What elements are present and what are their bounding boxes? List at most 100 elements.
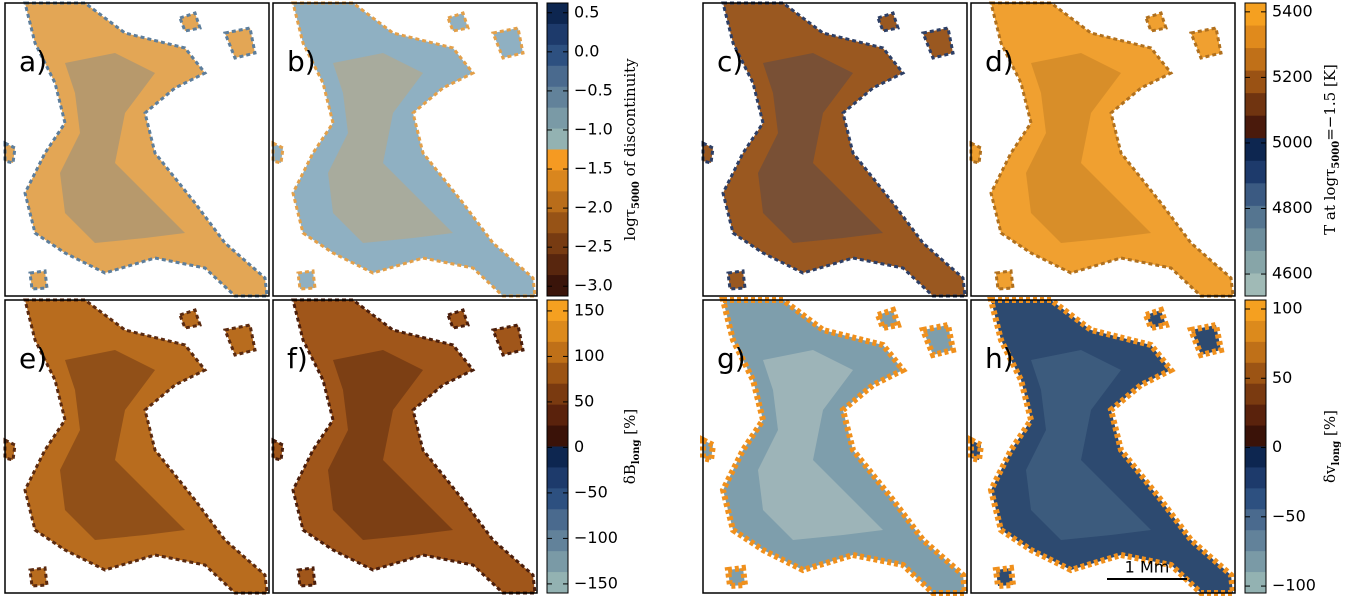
colorbar-tick-label: 0.5 <box>574 2 599 21</box>
colorbar-step <box>1245 488 1266 510</box>
colorbar-step <box>547 233 568 255</box>
colorbar-step <box>1245 320 1266 343</box>
colorbar-tick-label: 4800 <box>1272 198 1313 217</box>
colorbar-label-rest: of discontinuity <box>621 58 639 181</box>
colorbar: 150 100 50 0 −50 −100 −150 δBlong [%] <box>546 299 642 594</box>
colorbar-step <box>547 254 568 276</box>
colorbar-step <box>547 551 568 573</box>
colorbar-step <box>1245 25 1266 49</box>
colorbar-step <box>547 383 568 406</box>
panel: f) <box>271 298 538 595</box>
colorbar-step <box>1245 300 1266 322</box>
colorbar-step <box>1245 70 1266 94</box>
colorbar-step <box>547 488 568 510</box>
panel-label: d) <box>985 45 1014 78</box>
colorbar-label-main: δB <box>621 464 639 484</box>
colorbar-tick-label: 100 <box>574 346 605 365</box>
panel-label: a) <box>19 45 47 78</box>
colorbar-step <box>547 362 568 385</box>
colorbar-label: T at logτ5000=−1.5 [K] <box>1321 64 1342 235</box>
colorbar-step <box>547 149 568 171</box>
colorbar-step <box>547 86 568 109</box>
colorbar-step <box>1245 93 1266 117</box>
colorbar-step <box>547 3 568 25</box>
panel: e) <box>3 298 270 595</box>
colorbar-step <box>1245 383 1266 406</box>
colorbar-label-rest: [%] <box>621 409 639 440</box>
colorbar-tick-label: −2.5 <box>574 237 613 256</box>
colorbar-tick-label: 100 <box>1272 299 1303 318</box>
panel: b) <box>271 1 538 298</box>
panel: a) <box>3 1 270 298</box>
panel-frame <box>4 2 270 297</box>
colorbar-tick-label: 0 <box>574 437 584 456</box>
scale-bar-label: 1 Mm <box>1125 558 1170 577</box>
colorbar-tick-label: 4600 <box>1272 264 1313 283</box>
panel-label: b) <box>287 45 316 78</box>
colorbar-step <box>547 404 568 427</box>
colorbar-step <box>547 341 568 364</box>
colorbar-tick-label: −100 <box>1272 576 1316 595</box>
colorbar-step <box>547 572 568 594</box>
colorbar-step <box>547 107 568 130</box>
colorbar-step <box>1245 362 1266 385</box>
colorbar-step <box>547 446 568 468</box>
panel-frame <box>970 2 1236 297</box>
colorbar-tick-label: −1.0 <box>574 119 613 138</box>
colorbar-step <box>1245 509 1266 531</box>
colorbar-label: δvlong [%] <box>1321 410 1342 483</box>
colorbar-step <box>1245 446 1266 468</box>
panel-label: h) <box>985 342 1014 375</box>
colorbar-label: δBlong [%] <box>621 409 642 485</box>
colorbar-tick-label: 50 <box>1272 368 1292 387</box>
colorbar-frame <box>546 299 569 594</box>
colorbar-frame <box>1244 299 1267 594</box>
panel-frame <box>4 299 270 594</box>
colorbar-step <box>1245 138 1266 162</box>
colorbar-step <box>547 467 568 489</box>
colorbar-tick-label: 5000 <box>1272 132 1313 151</box>
panel-frame <box>702 2 968 297</box>
colorbar-step <box>547 128 568 150</box>
panel-label: c) <box>717 45 743 78</box>
colorbar-step <box>1245 341 1266 364</box>
colorbar-step <box>1245 115 1266 139</box>
colorbar-step <box>1245 205 1266 229</box>
colorbar-label-rest: =−1.5 [K] <box>1321 64 1339 141</box>
colorbar-step <box>547 191 568 213</box>
panel-frame <box>272 299 538 594</box>
colorbar-step <box>1245 160 1266 184</box>
colorbar-step <box>1245 273 1266 297</box>
colorbar-frame <box>546 2 569 297</box>
colorbar-label-sub: long <box>1331 441 1342 466</box>
panel-frame <box>970 299 1236 594</box>
panel-label: g) <box>717 342 746 375</box>
colorbar-tick-label: −1.5 <box>574 159 613 178</box>
panel-frame <box>272 2 538 297</box>
colorbar-step <box>1245 48 1266 72</box>
colorbar-frame <box>1244 2 1267 297</box>
colorbar-step <box>547 425 568 447</box>
panel-frame <box>702 299 968 594</box>
colorbar-step <box>1245 250 1266 274</box>
colorbar-label-main: T at logτ <box>1321 169 1339 235</box>
colorbar-step <box>1245 425 1266 447</box>
colorbar-step <box>1245 404 1266 427</box>
colorbar-step <box>547 275 568 297</box>
panel-label: f) <box>287 342 308 375</box>
panel: h) 1 Mm <box>971 300 1235 593</box>
colorbar-tick-label: −0.5 <box>574 80 613 99</box>
colorbar: 100 50 0 −50 −100 δvlong [%] <box>1244 299 1342 595</box>
colorbar-tick-label: −2.0 <box>574 198 613 217</box>
colorbar-step <box>547 509 568 531</box>
colorbar: 0.5 0.0 −0.5 −1.0 −1.5 −2.0 −2.5 −3.0 logτ5000 o… <box>546 2 642 297</box>
colorbar-step <box>1245 530 1266 552</box>
colorbar-step <box>1245 572 1266 594</box>
colorbar-tick-label: −50 <box>1272 506 1306 525</box>
colorbar-tick-label: −150 <box>574 573 618 592</box>
panel: g) <box>703 300 967 593</box>
colorbar-tick-label: 150 <box>574 300 605 319</box>
colorbar-label-main: logτ <box>621 209 639 241</box>
colorbar-tick-label: −3.0 <box>574 276 613 295</box>
